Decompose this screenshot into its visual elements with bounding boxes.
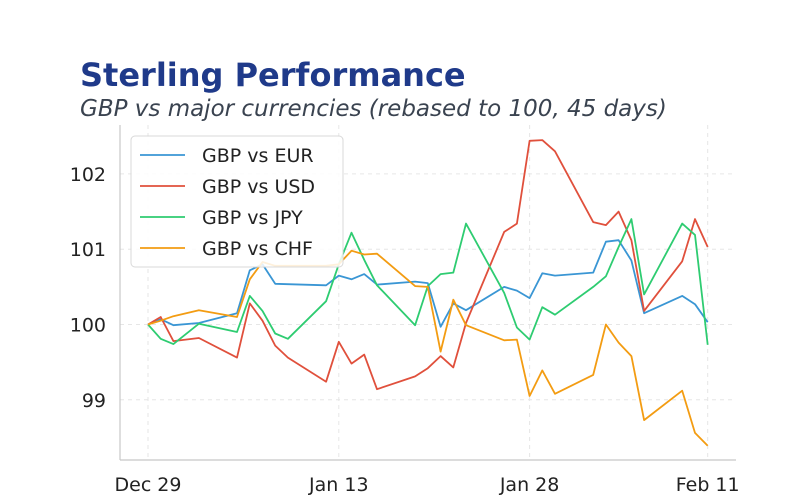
x-tick-label: Jan 13 [308,474,369,496]
legend-label: GBP vs EUR [202,145,314,167]
legend-label: GBP vs JPY [202,207,303,229]
y-tick-label: 102 [70,164,106,186]
legend-box [130,135,344,268]
legend-label: GBP vs USD [202,176,315,198]
legend-label: GBP vs CHF [202,238,313,260]
tick-labels: 99 100 101 102 Dec 29 Jan 13 Jan 28 Feb 11 [70,164,740,496]
series-line-1 [147,239,709,328]
y-tick-label: 101 [70,239,106,261]
x-tick-label: Dec 29 [115,474,182,496]
series-line-4 [147,249,709,447]
series-line-2 [147,139,709,391]
axes [119,125,736,461]
y-tick-label: 99 [82,390,106,412]
legend: GBP vs EUR GBP vs USD GBP vs JPY GBP vs CHF [130,135,344,268]
x-tick-label: Feb 11 [676,474,740,496]
chart-title: Sterling Performance [80,56,466,94]
y-tick-label: 100 [70,314,106,336]
x-tick-label: Jan 28 [499,474,560,496]
series-lines [147,139,709,447]
chart-subtitle: GBP vs major currencies (rebased to 100,… [80,96,667,122]
series-line-3 [147,218,709,346]
